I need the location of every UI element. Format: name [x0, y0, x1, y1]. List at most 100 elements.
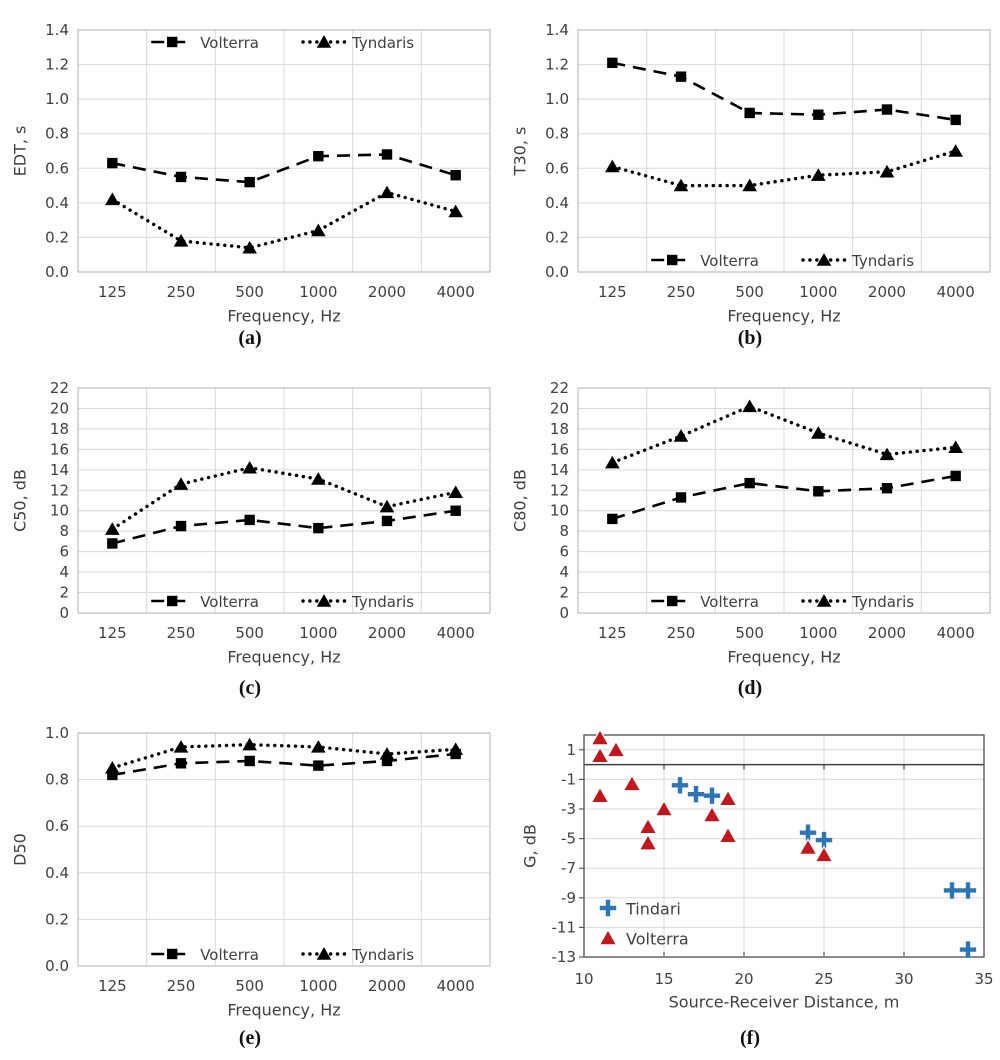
panel-caption-f: (f) — [740, 1027, 760, 1049]
x-axis-tick-labels: 125 250 500 1000 2000 4000 — [598, 624, 975, 642]
svg-text:12: 12 — [50, 481, 69, 499]
svg-text:0.4: 0.4 — [45, 864, 69, 882]
svg-text:Volterra: Volterra — [700, 252, 759, 270]
svg-text:250: 250 — [667, 624, 696, 642]
svg-text:2: 2 — [59, 584, 69, 602]
svg-text:0.0: 0.0 — [45, 957, 69, 975]
x-axis-title: Frequency, Hz — [227, 648, 340, 667]
svg-text:500: 500 — [235, 624, 264, 642]
svg-text:500: 500 — [235, 283, 264, 301]
axis-tick-marks — [579, 749, 905, 958]
plot-frame — [77, 387, 491, 614]
svg-text:12: 12 — [550, 481, 569, 499]
legend: Volterra Tyndaris — [651, 593, 914, 611]
legend: Volterra Tyndaris — [151, 946, 414, 964]
svg-text:Volterra: Volterra — [700, 593, 759, 611]
svg-text:0.2: 0.2 — [45, 228, 69, 246]
svg-text:1.2: 1.2 — [45, 56, 69, 74]
svg-text:14: 14 — [50, 461, 69, 479]
svg-text:4: 4 — [59, 563, 69, 581]
gridlines — [578, 29, 990, 272]
svg-text:10: 10 — [550, 502, 569, 520]
svg-text:30: 30 — [894, 970, 913, 988]
svg-text:250: 250 — [667, 283, 696, 301]
y-axis-tick-labels: 0.0 0.2 0.4 0.6 0.8 1.0 — [45, 724, 69, 975]
svg-text:1.2: 1.2 — [545, 56, 569, 74]
svg-text:1.0: 1.0 — [45, 90, 69, 108]
y-axis-tick-labels: 0.0 0.2 0.4 0.6 0.8 1.0 1.2 1.4 — [45, 21, 69, 281]
chart-f-svg: 1 -1 -3 -5 -7 -9 -11 -13 10 15 20 25 30 35 Source-Rece… — [521, 728, 994, 1012]
svg-text:2000: 2000 — [368, 977, 406, 995]
svg-text:Source-Receiver Distance, m: Source-Receiver Distance, m — [669, 993, 900, 1012]
svg-text:35: 35 — [974, 970, 993, 988]
plot-frame — [77, 732, 491, 967]
series-tyndaris — [105, 185, 463, 254]
gridlines — [578, 387, 990, 613]
svg-text:Tyndaris: Tyndaris — [351, 946, 414, 964]
svg-text:8: 8 — [59, 522, 69, 540]
svg-text:1000: 1000 — [299, 624, 337, 642]
svg-text:G, dB: G, dB — [521, 824, 540, 868]
chart-e-svg: 0.0 0.2 0.4 0.6 0.8 1.0 125 250 500 1000 2000 4000 F… — [11, 724, 491, 1020]
chart-a-svg: 0.0 0.2 0.4 0.6 0.8 1.0 1.2 1.4 125 250 500 1000 200… — [11, 21, 491, 326]
svg-text:2000: 2000 — [368, 624, 406, 642]
panel-a: 0.0 0.2 0.4 0.6 0.8 1.0 1.2 1.4 125 250 500 1000 200… — [0, 0, 500, 350]
y-axis-title: C50, dB — [11, 469, 30, 532]
panel-f: 1 -1 -3 -5 -7 -9 -11 -13 10 15 20 25 30 35 Source-Rece… — [500, 700, 1000, 1060]
panel-d: 0 2 4 6 8 10 12 14 16 18 20 22 125 250 500 1000 2000 4000… — [500, 350, 1000, 700]
plot-frame — [577, 387, 991, 614]
gridlines — [78, 387, 490, 613]
svg-text:250: 250 — [167, 977, 196, 995]
svg-text:0: 0 — [59, 604, 69, 622]
svg-text:1: 1 — [566, 741, 576, 759]
panel-c: 0 2 4 6 8 10 12 14 16 18 20 22 125 250 500 1000 2000 4000… — [0, 350, 500, 700]
svg-text:1000: 1000 — [799, 283, 837, 301]
svg-text:125: 125 — [98, 283, 127, 301]
panel-b: 0.0 0.2 0.4 0.6 0.8 1.0 1.2 1.4 125 250 500 1000 200… — [500, 0, 1000, 350]
svg-text:500: 500 — [735, 624, 764, 642]
svg-text:6: 6 — [59, 543, 69, 561]
svg-text:2000: 2000 — [368, 283, 406, 301]
svg-text:0.4: 0.4 — [45, 194, 69, 212]
y-axis-tick-labels: 0.0 0.2 0.4 0.6 0.8 1.0 1.2 1.4 — [545, 21, 569, 281]
svg-text:500: 500 — [235, 977, 264, 995]
x-axis-title: Frequency, Hz — [227, 1001, 340, 1020]
series-volterra — [107, 149, 461, 188]
svg-text:Frequency, Hz: Frequency, Hz — [727, 648, 840, 667]
svg-text:15: 15 — [654, 970, 673, 988]
series-volterra — [607, 470, 961, 525]
svg-text:0.4: 0.4 — [545, 194, 569, 212]
svg-text:1000: 1000 — [799, 624, 837, 642]
legend: Volterra Tyndaris — [651, 252, 914, 270]
svg-text:Frequency, Hz: Frequency, Hz — [227, 1001, 340, 1020]
svg-text:0.6: 0.6 — [545, 159, 569, 177]
gridlines — [78, 732, 490, 966]
svg-text:4000: 4000 — [937, 283, 975, 301]
svg-text:250: 250 — [167, 283, 196, 301]
svg-text:4000: 4000 — [437, 977, 475, 995]
x-axis-title: Frequency, Hz — [727, 648, 840, 667]
x-axis-tick-labels: 125 250 500 1000 2000 4000 — [98, 977, 475, 995]
svg-text:2000: 2000 — [868, 624, 906, 642]
svg-text:0.0: 0.0 — [545, 263, 569, 281]
y-axis-title: T30, s — [511, 127, 530, 177]
svg-text:22: 22 — [550, 379, 569, 397]
series-tyndaris — [605, 399, 963, 469]
y-axis-tick-labels: 0 2 4 6 8 10 12 14 16 18 20 22 — [550, 379, 569, 622]
svg-text:16: 16 — [550, 440, 569, 458]
svg-text:20: 20 — [734, 970, 753, 988]
svg-text:10: 10 — [574, 970, 593, 988]
svg-text:Tyndaris: Tyndaris — [351, 593, 414, 611]
panel-caption-d: (d) — [737, 677, 763, 699]
svg-text:0.0: 0.0 — [45, 263, 69, 281]
svg-text:18: 18 — [50, 420, 69, 438]
plot-frame — [577, 29, 991, 273]
svg-text:0.6: 0.6 — [45, 817, 69, 835]
svg-text:4: 4 — [559, 563, 569, 581]
x-axis-tick-labels: 10 15 20 25 30 35 — [574, 970, 993, 988]
legend: Tindari Volterra — [598, 900, 689, 949]
svg-text:6: 6 — [559, 543, 569, 561]
legend: Volterra Tyndaris — [151, 34, 414, 52]
panel-caption-e: (e) — [238, 1027, 262, 1049]
